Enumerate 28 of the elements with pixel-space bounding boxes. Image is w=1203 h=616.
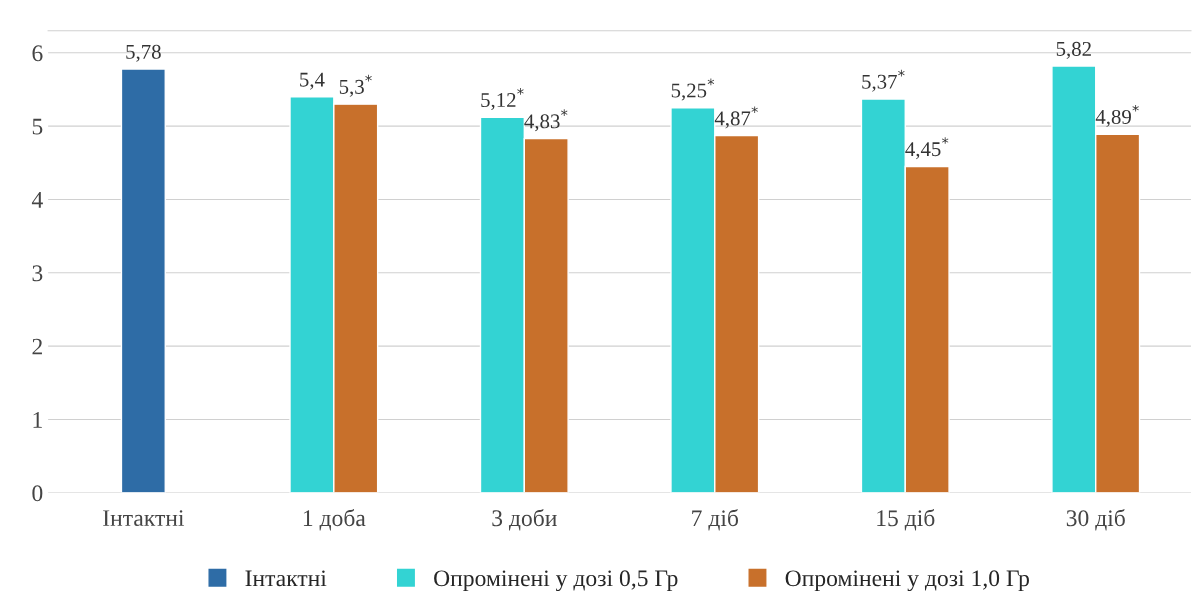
data-label: 5,3$^{*}$ <box>339 74 372 97</box>
y-tick-label: 4 <box>31 192 43 208</box>
x-tick-label: Інтактні <box>103 510 185 527</box>
y-tick-label: 6 <box>32 45 43 62</box>
y-tick-label: 2 <box>32 338 42 355</box>
x-tick-label: 15 діб <box>877 509 935 531</box>
x-tick-label: 30 діб <box>1066 509 1125 531</box>
y-tick-label: 1 <box>33 412 42 428</box>
data-label: 5,82 <box>1056 41 1091 59</box>
data-label: 4,87$^{*}$ <box>714 106 758 129</box>
y-tick-label: 3 <box>32 265 43 282</box>
legend-label: Опромінені у дозі 1,0 Гр <box>785 570 1029 592</box>
x-tick-label: 3 доби <box>492 509 557 531</box>
data-label: 5,37$^{*}$ <box>862 69 905 92</box>
data-label: 4,45$^{*}$ <box>905 137 949 160</box>
data-label: 5,12$^{*}$ <box>481 88 524 111</box>
data-label: 4,89$^{*}$ <box>1095 104 1139 127</box>
data-label: 5,4 <box>300 72 325 90</box>
data-label: 4,83$^{*}$ <box>524 109 568 132</box>
data-label: 5,25$^{*}$ <box>671 78 715 101</box>
legend-label: Інтактні <box>245 570 327 587</box>
bar <box>120 68 166 493</box>
data-label: 5,78 <box>126 44 161 62</box>
y-tick-label: 0 <box>32 485 43 502</box>
x-tick-label: 7 діб <box>692 509 739 531</box>
y-tick-label: 5 <box>32 118 43 135</box>
x-tick-label: 1 доба <box>303 509 366 531</box>
legend-label: Опромінені у дозі 0,5 Гр <box>434 570 678 592</box>
